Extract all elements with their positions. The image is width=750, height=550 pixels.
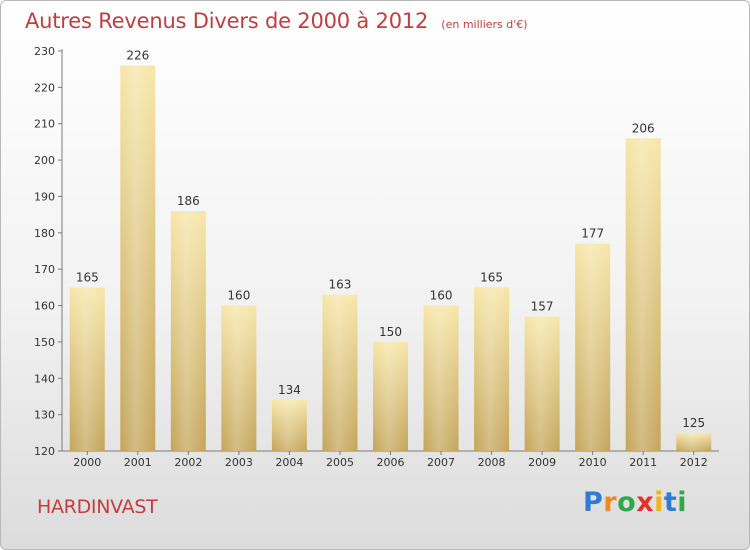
- data-label: 134: [278, 383, 301, 397]
- data-label: 160: [430, 289, 453, 303]
- x-tick-label: 2007: [427, 456, 455, 469]
- logo-letter: x: [636, 487, 655, 518]
- x-tick-label: 2003: [225, 456, 253, 469]
- y-tick-label: 120: [34, 445, 55, 458]
- data-label: 177: [581, 227, 604, 241]
- y-tick-label: 160: [34, 300, 55, 313]
- bars: [69, 65, 712, 452]
- bar-2000: [69, 287, 105, 451]
- x-tick-label: 2010: [579, 456, 607, 469]
- bar-2011: [625, 138, 661, 452]
- logo-letter: o: [617, 487, 637, 518]
- bar-2009: [524, 316, 560, 451]
- bar-highlight: [474, 287, 510, 451]
- data-label: 206: [632, 121, 655, 135]
- bar-2003: [221, 305, 257, 451]
- bar-2005: [322, 294, 358, 451]
- data-label: 226: [126, 49, 149, 63]
- bar-2012: [676, 432, 712, 451]
- bar-highlight: [69, 287, 105, 451]
- bar-2001: [120, 65, 156, 451]
- y-tick-label: 210: [34, 118, 55, 131]
- y-tick-label: 200: [34, 154, 55, 167]
- place-name: HARDINVAST: [37, 496, 158, 518]
- y-tick-label: 190: [34, 190, 55, 203]
- x-tick-label: 2002: [174, 456, 202, 469]
- logo-letter: t: [663, 487, 678, 518]
- logo-letter: P: [583, 487, 604, 518]
- x-tick-label: 2012: [680, 456, 708, 469]
- bar-2006: [373, 341, 408, 451]
- data-label: 165: [480, 270, 503, 284]
- chart-title-block: Autres Revenus Divers de 2000 à 2012 (en…: [25, 9, 528, 33]
- x-tick-label: 2009: [528, 456, 556, 469]
- bar-highlight: [524, 316, 560, 451]
- bar-2004: [271, 400, 307, 451]
- data-label: 150: [379, 325, 402, 339]
- bar-highlight: [170, 211, 206, 451]
- bar-2008: [474, 287, 510, 451]
- y-tick-label: 130: [34, 409, 55, 422]
- bar-highlight: [322, 294, 358, 451]
- data-label: 165: [76, 270, 99, 284]
- logo-letter: i: [654, 487, 664, 518]
- y-tick-label: 230: [34, 45, 55, 58]
- chart-title: Autres Revenus Divers de 2000 à 2012: [25, 9, 429, 33]
- x-tick-label: 2011: [629, 456, 657, 469]
- bar-2002: [170, 211, 206, 451]
- logo-letter: r: [603, 487, 618, 518]
- data-label: 163: [329, 278, 352, 292]
- x-tick-label: 2008: [478, 456, 506, 469]
- logo-letter: i: [677, 487, 688, 518]
- x-tick-label: 2004: [275, 456, 303, 469]
- y-tick-label: 180: [34, 227, 55, 240]
- bar-highlight: [120, 65, 156, 451]
- x-tick-label: 2000: [73, 456, 101, 469]
- y-tick-label: 140: [34, 372, 55, 385]
- data-labels: 165 226 186 160 134 163 150 160 165 157 177 206 125: [76, 49, 705, 430]
- x-tick-label: 2006: [377, 456, 405, 469]
- data-label: 186: [177, 194, 200, 208]
- y-tick-label: 220: [34, 81, 55, 94]
- y-tick-label: 170: [34, 263, 55, 276]
- data-label: 160: [227, 289, 250, 303]
- bar-highlight: [423, 305, 459, 451]
- bar-highlight: [221, 305, 257, 451]
- bar-highlight: [625, 138, 661, 452]
- bar-highlight: [676, 432, 712, 451]
- bar-2010: [575, 243, 611, 451]
- bar-highlight: [373, 341, 408, 451]
- axes: 120 130 140 150 160 170 180 190 200 210 220 230 2000…: [34, 45, 719, 469]
- bar-highlight: [271, 400, 307, 451]
- bar-2007: [423, 305, 459, 451]
- bar-highlight: [575, 243, 611, 451]
- y-tick-label: 150: [34, 336, 55, 349]
- chart-subtitle: (en milliers d'€): [441, 18, 528, 31]
- proxiti-logo: Proxiti: [583, 487, 687, 518]
- data-label: 157: [531, 299, 554, 313]
- data-label: 125: [682, 416, 705, 430]
- x-tick-label: 2005: [326, 456, 354, 469]
- x-tick-label: 2001: [124, 456, 152, 469]
